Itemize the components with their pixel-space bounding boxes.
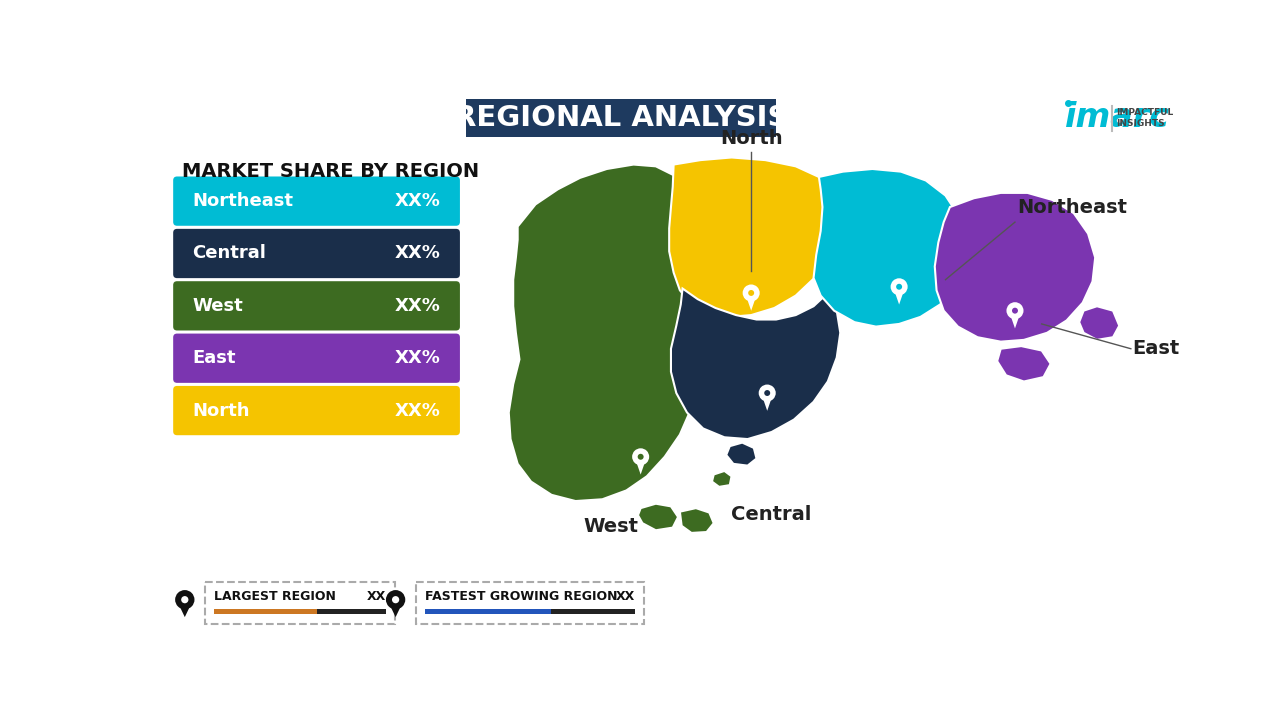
Text: REGIONAL ANALYSIS: REGIONAL ANALYSIS	[454, 104, 788, 132]
Polygon shape	[671, 289, 840, 439]
Polygon shape	[508, 165, 716, 501]
Polygon shape	[997, 346, 1051, 382]
Polygon shape	[635, 459, 646, 474]
FancyBboxPatch shape	[173, 333, 460, 383]
Circle shape	[742, 284, 760, 302]
Text: West: West	[192, 297, 243, 315]
Text: North: North	[719, 129, 782, 148]
Text: XX%: XX%	[394, 349, 440, 367]
Text: XX%: XX%	[394, 245, 440, 263]
FancyBboxPatch shape	[173, 229, 460, 278]
Circle shape	[182, 596, 188, 603]
Circle shape	[891, 279, 908, 295]
Text: North: North	[192, 402, 250, 420]
Bar	[214, 609, 385, 614]
Bar	[425, 609, 552, 614]
Polygon shape	[726, 443, 756, 466]
Polygon shape	[680, 508, 714, 533]
Text: IMPACTFUL: IMPACTFUL	[1116, 108, 1174, 117]
FancyBboxPatch shape	[173, 282, 460, 330]
Text: Central: Central	[731, 505, 812, 524]
Text: INSIGHTS: INSIGHTS	[1116, 119, 1165, 128]
Circle shape	[896, 284, 902, 289]
Text: West: West	[584, 517, 639, 536]
Text: XX%: XX%	[394, 192, 440, 210]
Circle shape	[759, 384, 776, 402]
Text: XX: XX	[366, 590, 385, 603]
Text: East: East	[1133, 339, 1180, 359]
Circle shape	[764, 390, 771, 396]
Bar	[425, 609, 635, 614]
Text: MARKET SHARE BY REGION: MARKET SHARE BY REGION	[182, 162, 479, 181]
FancyBboxPatch shape	[173, 386, 460, 435]
Text: XX%: XX%	[394, 402, 440, 420]
Polygon shape	[712, 471, 732, 487]
Polygon shape	[746, 294, 756, 311]
Bar	[214, 609, 317, 614]
Polygon shape	[389, 603, 402, 617]
Text: imarc: imarc	[1065, 101, 1170, 134]
Circle shape	[175, 590, 195, 609]
FancyBboxPatch shape	[466, 99, 776, 138]
FancyBboxPatch shape	[416, 582, 644, 624]
Circle shape	[1012, 307, 1018, 314]
Polygon shape	[178, 603, 191, 617]
Circle shape	[749, 290, 754, 296]
Circle shape	[392, 596, 399, 603]
Polygon shape	[637, 504, 678, 530]
Polygon shape	[814, 169, 965, 327]
Polygon shape	[669, 158, 840, 317]
Polygon shape	[1079, 306, 1119, 340]
FancyBboxPatch shape	[173, 176, 460, 226]
Polygon shape	[762, 395, 773, 411]
Text: Northeast: Northeast	[192, 192, 293, 210]
Polygon shape	[1010, 312, 1020, 328]
Circle shape	[1006, 302, 1024, 319]
Circle shape	[387, 590, 406, 609]
Circle shape	[632, 449, 649, 465]
Circle shape	[637, 454, 644, 460]
Text: FASTEST GROWING REGION: FASTEST GROWING REGION	[425, 590, 617, 603]
Text: Northeast: Northeast	[1016, 197, 1126, 217]
Text: XX: XX	[616, 590, 635, 603]
Text: XX%: XX%	[394, 297, 440, 315]
Polygon shape	[934, 193, 1096, 342]
FancyBboxPatch shape	[205, 582, 394, 624]
Text: East: East	[192, 349, 236, 367]
Text: LARGEST REGION: LARGEST REGION	[214, 590, 337, 603]
Text: Central: Central	[192, 245, 266, 263]
Polygon shape	[893, 289, 905, 305]
